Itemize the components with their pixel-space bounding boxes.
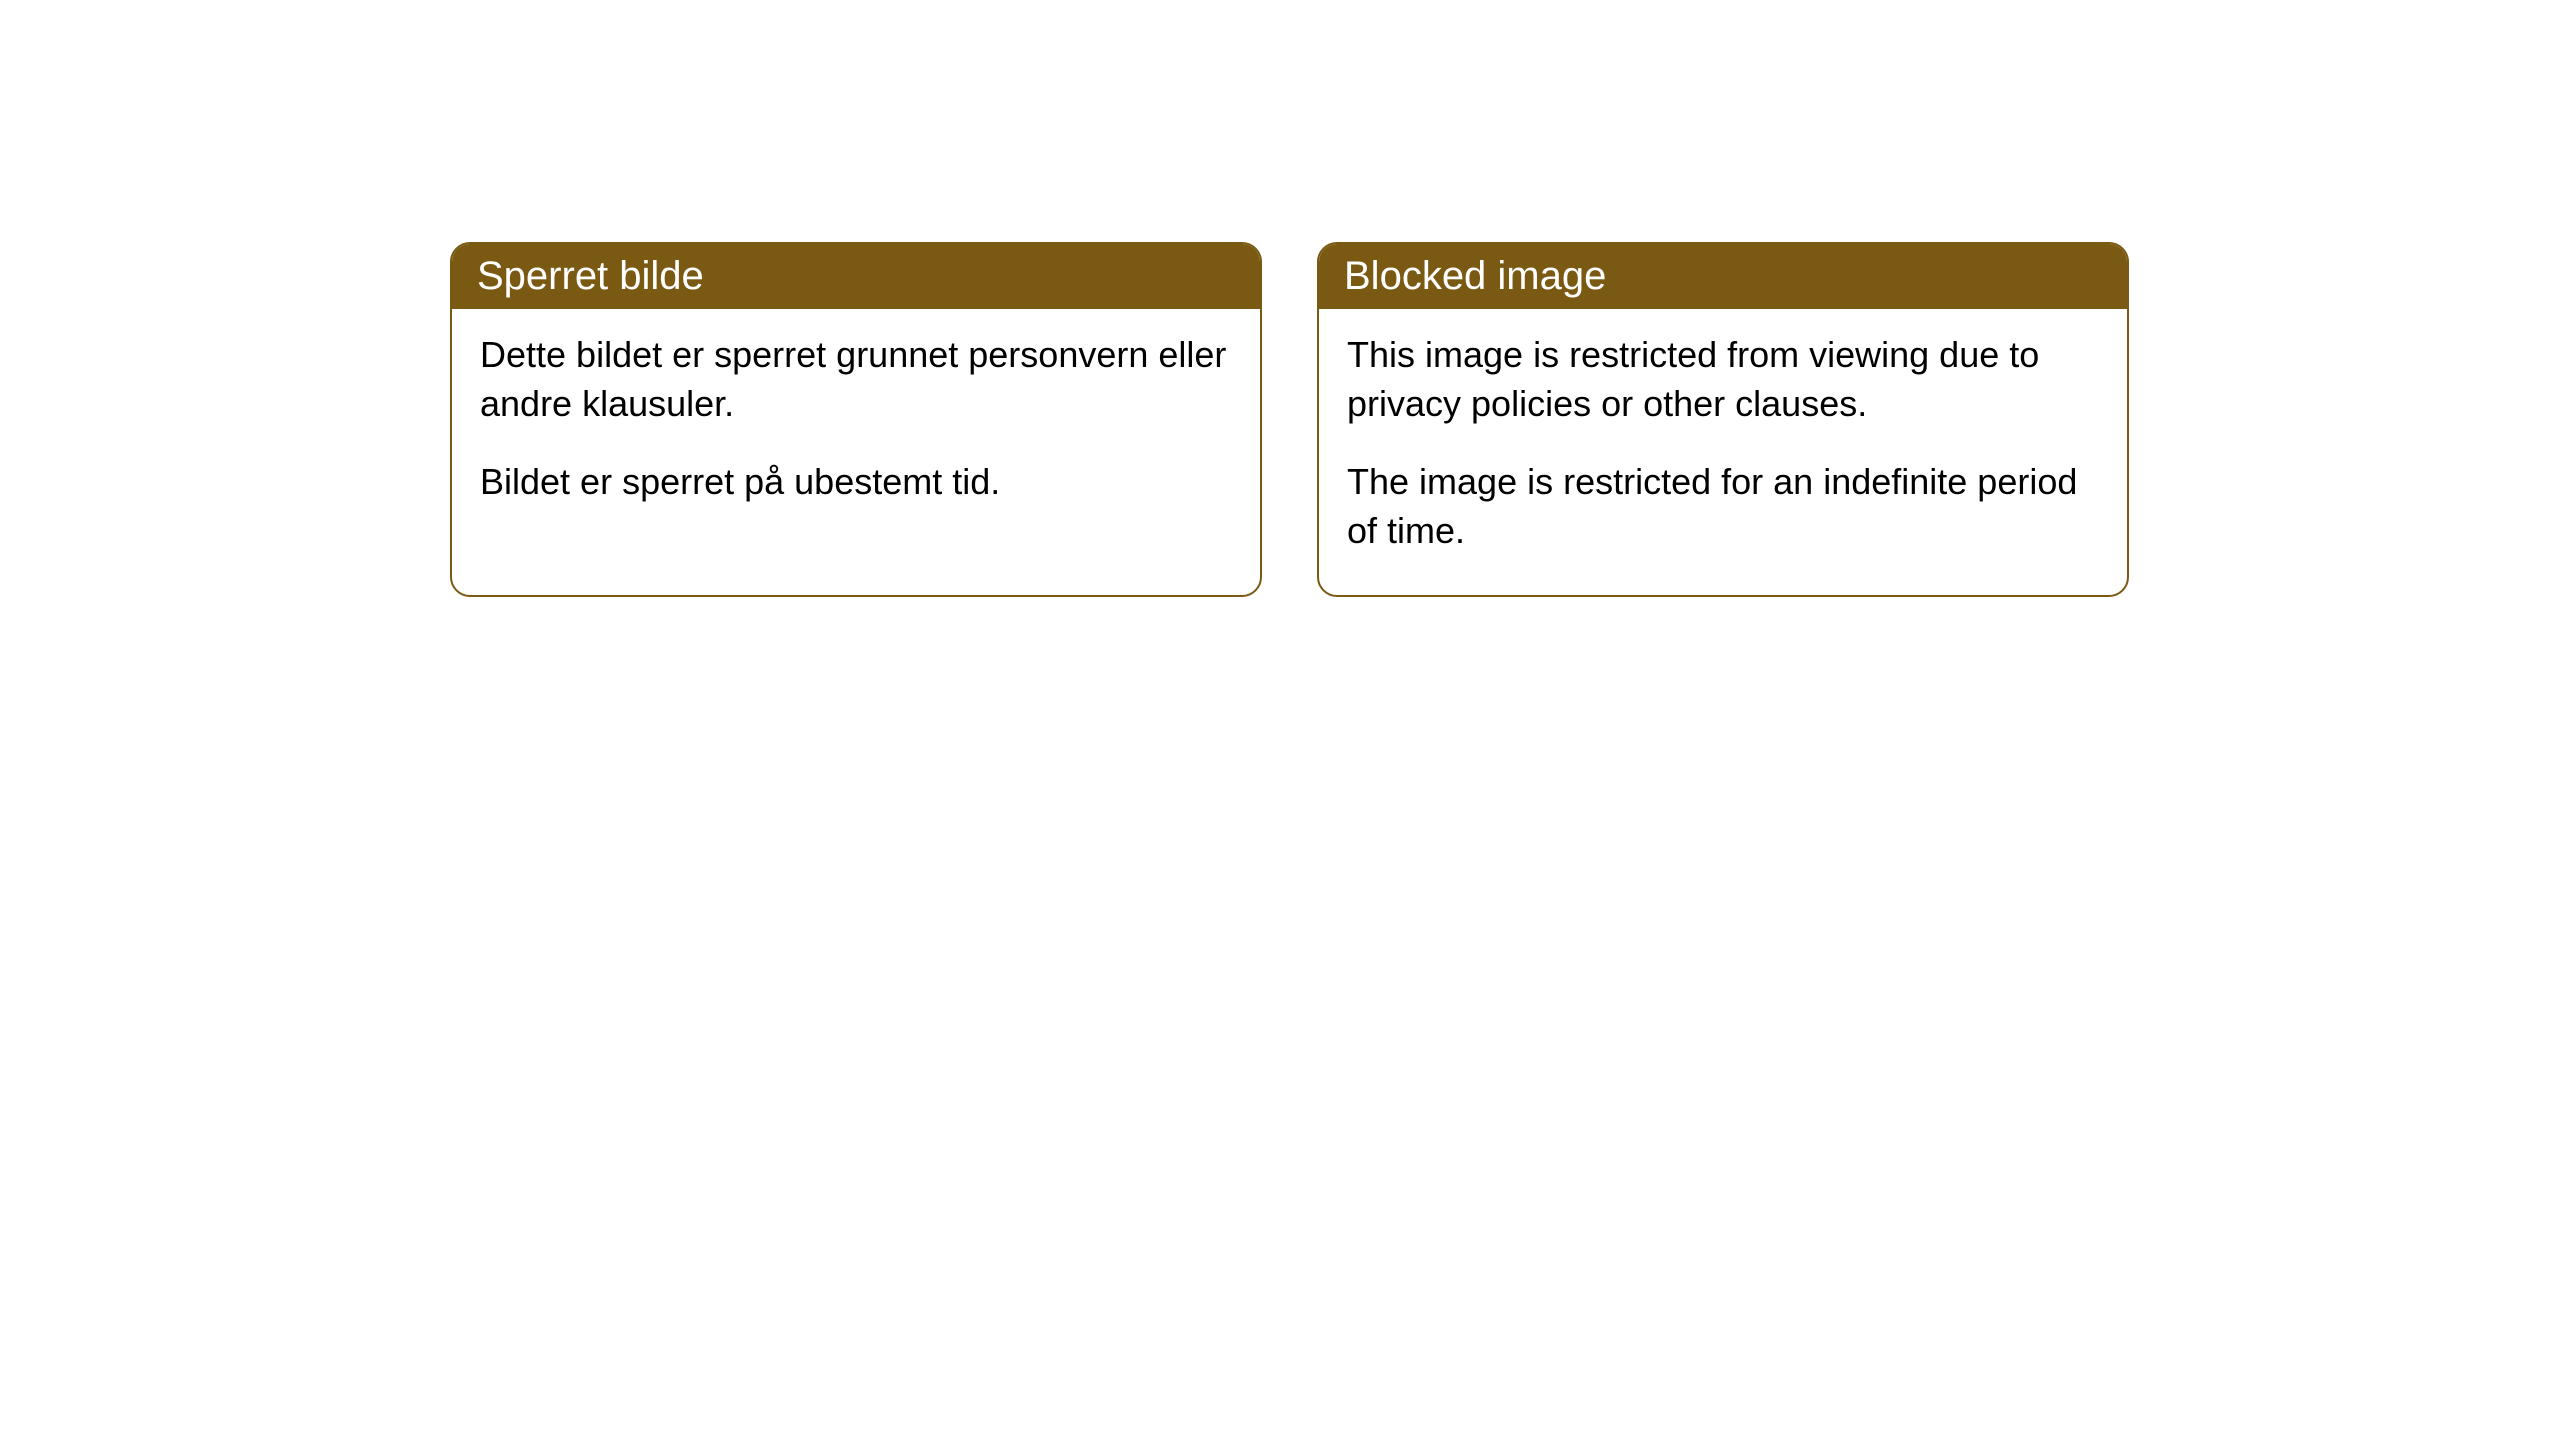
blocked-image-card-en: Blocked image This image is restricted f… <box>1317 242 2129 597</box>
card-paragraph: Bildet er sperret på ubestemt tid. <box>480 458 1232 507</box>
card-paragraph: Dette bildet er sperret grunnet personve… <box>480 331 1232 428</box>
blocked-image-card-no: Sperret bilde Dette bildet er sperret gr… <box>450 242 1262 597</box>
card-paragraph: This image is restricted from viewing du… <box>1347 331 2099 428</box>
card-body: Dette bildet er sperret grunnet personve… <box>452 309 1260 547</box>
card-body: This image is restricted from viewing du… <box>1319 309 2127 595</box>
notice-cards-container: Sperret bilde Dette bildet er sperret gr… <box>450 242 2129 597</box>
card-title: Blocked image <box>1319 244 2127 309</box>
card-paragraph: The image is restricted for an indefinit… <box>1347 458 2099 555</box>
card-title: Sperret bilde <box>452 244 1260 309</box>
